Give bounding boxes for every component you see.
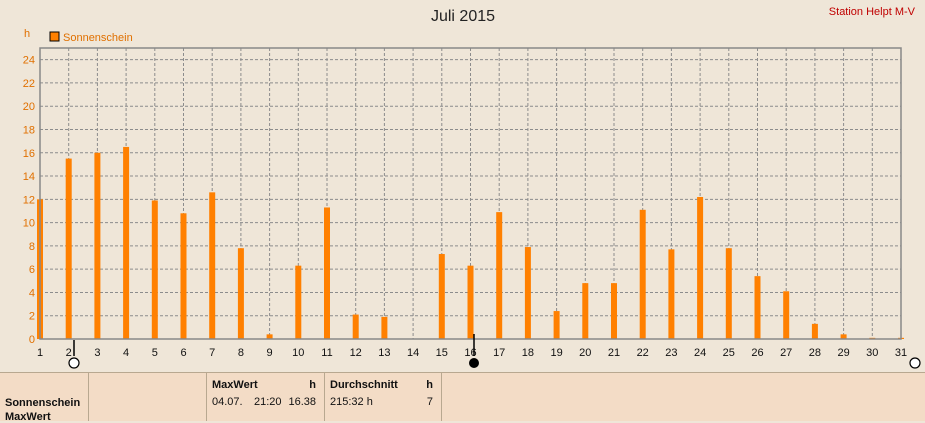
x-tick-label: 25 [723, 347, 735, 359]
bar-day-6 [180, 213, 187, 339]
x-tick-label: 19 [550, 347, 562, 359]
x-tick-label: 17 [493, 347, 505, 359]
y-tick-label: 12 [23, 194, 35, 206]
statistics-panel: Sonnenschein MaxWert MaxWert h 04.07. 21… [0, 372, 925, 423]
stats-max-cell: MaxWert h 04.07. 21:20 16.38 [207, 373, 325, 421]
current-position-marker[interactable] [469, 358, 479, 368]
station-name: Station Helpt M-V [829, 6, 916, 18]
bar-day-23 [668, 249, 675, 339]
y-axis-unit: h [24, 28, 30, 40]
bar-day-9 [266, 334, 273, 339]
bar-day-25 [725, 248, 732, 339]
max-value: 16.38 [288, 396, 316, 408]
bar-day-20 [582, 283, 589, 339]
y-tick-label: 16 [23, 148, 35, 160]
x-tick-label: 31 [895, 347, 907, 359]
range-end-marker[interactable] [909, 357, 921, 369]
y-tick-label: 22 [23, 78, 35, 90]
bar-day-18 [524, 247, 531, 339]
range-start-marker[interactable] [68, 357, 80, 369]
x-tick-label: 16 [464, 347, 476, 359]
x-tick-label: 12 [350, 347, 362, 359]
x-tick-label: 28 [809, 347, 821, 359]
x-tick-label: 27 [780, 347, 792, 359]
x-tick-label: 14 [407, 347, 419, 359]
sunshine-chart: Juli 2015 Station Helpt M-V h Sonnensche… [23, 6, 921, 369]
stats-avg-cell: Durchschnitt h 215:32 h 7 [325, 373, 442, 421]
bar-day-16 [467, 265, 474, 339]
max-header: MaxWert [212, 379, 258, 391]
x-tick-label: 30 [866, 347, 878, 359]
bar-day-21 [611, 283, 617, 339]
y-tick-label: 0 [29, 334, 35, 346]
x-tick-label: 24 [694, 347, 706, 359]
bar-day-29 [840, 334, 847, 339]
stats-label-maxwert: MaxWert [5, 411, 51, 423]
x-tick-label: 3 [94, 347, 100, 359]
bar-day-2 [65, 158, 72, 339]
bar-day-24 [697, 196, 704, 339]
chart-title: Juli 2015 [431, 8, 495, 25]
y-tick-label: 6 [29, 264, 35, 276]
bar-day-19 [553, 311, 560, 339]
avg-count: 7 [426, 396, 433, 408]
y-tick-label: 8 [29, 241, 35, 253]
x-tick-label: 8 [238, 347, 244, 359]
bar-day-22 [639, 209, 646, 339]
legend-label: Sonnenschein [63, 32, 133, 44]
bar-day-8 [237, 248, 244, 339]
bar-day-13 [381, 316, 388, 339]
y-tick-label: 14 [23, 171, 35, 183]
x-tick-label: 5 [152, 347, 158, 359]
x-tick-label: 13 [378, 347, 390, 359]
bar-day-17 [496, 212, 503, 339]
x-tick-label: 6 [180, 347, 186, 359]
x-tick-label: 26 [751, 347, 763, 359]
legend-swatch [49, 31, 60, 42]
bar-day-28 [811, 323, 818, 339]
x-tick-label: 20 [579, 347, 591, 359]
y-tick-label: 20 [23, 101, 35, 113]
bar-day-26 [754, 276, 761, 339]
x-tick-label: 29 [837, 347, 849, 359]
max-unit: h [309, 379, 316, 391]
bar-day-5 [151, 200, 158, 339]
x-tick-label: 18 [522, 347, 534, 359]
x-tick-labels: 1 2 3 4 5 6 7 8 9 10 11 12 13 14 15 16 17 18 19 20 21 22 23 24 2… [37, 347, 907, 359]
stats-empty-cell [89, 373, 207, 421]
avg-unit: h [426, 379, 433, 391]
x-tick-label: 15 [436, 347, 448, 359]
max-date: 04.07. [212, 396, 243, 408]
bar-day-7 [209, 192, 216, 339]
y-tick-label: 18 [23, 124, 35, 136]
plot-area-frame [39, 47, 902, 340]
bar-day-3 [94, 152, 101, 339]
y-tick-label: 24 [23, 55, 35, 67]
x-tick-label: 22 [637, 347, 649, 359]
y-tick-label: 10 [23, 218, 35, 230]
bar-day-4 [123, 146, 130, 339]
avg-value: 215:32 h [330, 396, 373, 408]
bar-day-11 [324, 207, 330, 339]
bar-day-15 [438, 254, 445, 339]
y-tick-label: 4 [29, 287, 35, 299]
x-tick-label: 11 [321, 347, 332, 359]
x-tick-label: 23 [665, 347, 677, 359]
stats-row-labels: Sonnenschein MaxWert [0, 373, 89, 423]
stats-label-sunshine: Sonnenschein [5, 397, 81, 409]
x-tick-label: 7 [209, 347, 215, 359]
x-tick-label: 2 [66, 347, 72, 359]
x-tick-label: 4 [123, 347, 129, 359]
x-tick-label: 21 [608, 347, 620, 359]
max-time: 21:20 [254, 396, 282, 408]
x-tick-label: 10 [292, 347, 304, 359]
x-tick-label: 9 [267, 347, 273, 359]
avg-header: Durchschnitt [330, 379, 398, 391]
x-tick-label: 1 [37, 347, 43, 359]
y-tick-label: 2 [29, 311, 35, 323]
bar-day-12 [352, 314, 359, 339]
bar-day-10 [295, 265, 302, 339]
bar-day-27 [783, 291, 790, 339]
